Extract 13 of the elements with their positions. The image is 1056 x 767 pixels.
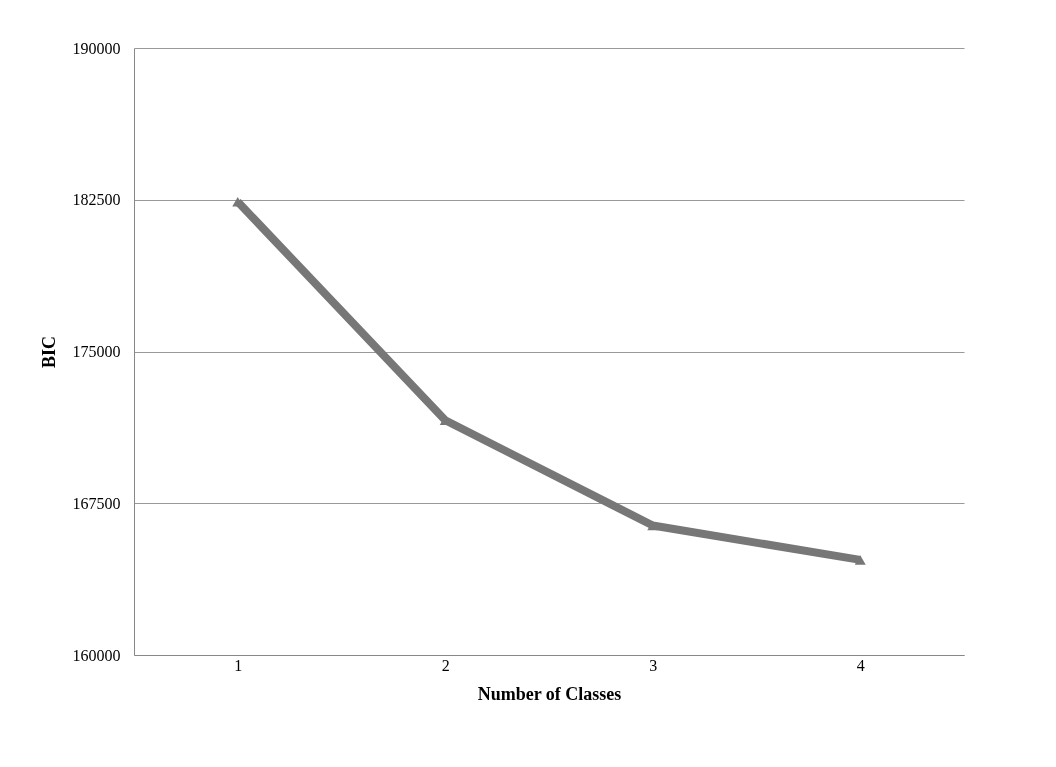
- x-tick-label: 3: [649, 656, 658, 674]
- x-tick-label: 2: [441, 656, 450, 674]
- y-tick-label: 182500: [72, 191, 121, 209]
- x-tick-label: 4: [856, 656, 865, 674]
- point: [854, 555, 866, 565]
- x-axis-title: Number of Classes: [477, 683, 622, 704]
- y-tick-label: 167500: [72, 494, 121, 512]
- y-tick-label: 190000: [72, 39, 121, 57]
- y-tick-label: 175000: [72, 343, 121, 360]
- x-tick-label: 1: [234, 656, 243, 674]
- point: [647, 520, 659, 531]
- y-tick-label: 160000: [72, 646, 121, 664]
- y-axis-title: BIC: [38, 335, 59, 369]
